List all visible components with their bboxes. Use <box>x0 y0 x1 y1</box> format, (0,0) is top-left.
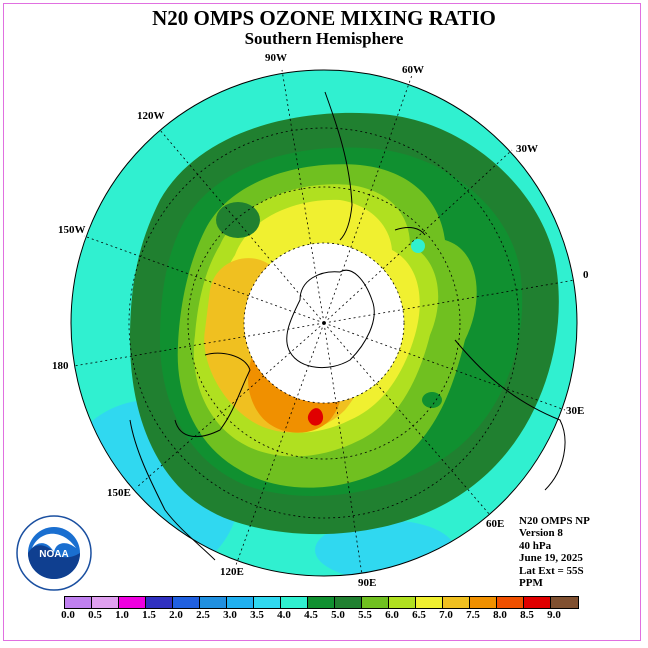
meridian-120w <box>159 129 325 324</box>
lon-label-150e: 150E <box>107 487 131 499</box>
noaa-logo: NOAA <box>16 515 92 591</box>
meridian-150e <box>135 322 325 489</box>
colorbar-tick-label: 1.0 <box>115 609 129 621</box>
colorbar-swatch <box>65 597 92 608</box>
peak-region <box>307 408 324 426</box>
colorbar-swatch <box>551 597 578 608</box>
colorbar-tick-label: 3.5 <box>250 609 264 621</box>
colorbar-swatch <box>173 597 200 608</box>
lon-label-30w: 30W <box>516 143 538 155</box>
lat-circle-40 <box>187 186 461 460</box>
map-title: N20 OMPS OZONE MIXING RATIO <box>152 6 496 30</box>
colorbar-swatch <box>119 597 146 608</box>
info-units: PPM <box>519 577 543 590</box>
meridian-60w <box>323 74 413 324</box>
lat-circle-60 <box>243 242 405 404</box>
info-date: June 19, 2025 <box>519 552 583 565</box>
logo-wave <box>28 545 80 579</box>
lon-label-120e: 120E <box>220 566 244 578</box>
graticule <box>73 69 576 576</box>
info-lat-extent: Lat Ext = 55S <box>519 564 584 577</box>
colorbar-tick-label: 8.5 <box>520 609 534 621</box>
colorbar-tick-label: 6.0 <box>385 609 399 621</box>
cyan-patch <box>411 239 425 253</box>
antarctica-coastline <box>286 269 375 369</box>
colorbar-tick-label: 4.5 <box>304 609 318 621</box>
info-version: Version 8 <box>519 527 563 540</box>
colorbar-swatch <box>470 597 497 608</box>
colorbar-tick-label: 0.5 <box>88 609 102 621</box>
colorbar-tick-label: 7.0 <box>439 609 453 621</box>
colorbar-swatch <box>416 597 443 608</box>
colorbar-swatch <box>200 597 227 608</box>
colorbar-swatch <box>335 597 362 608</box>
colorbar-tick-label: 0.0 <box>61 609 75 621</box>
colorbar-swatch <box>254 597 281 608</box>
logo-text: NOAA <box>39 549 68 560</box>
lon-label-0: 0 <box>583 269 589 281</box>
colorbar-swatch <box>227 597 254 608</box>
lon-label-180: 180 <box>52 360 69 372</box>
colorbar-swatch <box>362 597 389 608</box>
colorbar-swatch <box>497 597 524 608</box>
lon-label-90w: 90W <box>265 52 287 64</box>
colorbar-swatch <box>146 597 173 608</box>
colorbar <box>64 596 579 609</box>
map-boundary <box>70 69 578 577</box>
colorbar-swatch <box>524 597 551 608</box>
colorbar-tick-label: 5.0 <box>331 609 345 621</box>
lon-label-120w: 120W <box>137 110 165 122</box>
lat-circle-20 <box>128 127 520 519</box>
colorbar-swatch <box>389 597 416 608</box>
lon-label-60w: 60W <box>402 64 424 76</box>
africa-coast <box>454 339 566 491</box>
image-frame <box>3 3 641 641</box>
lon-label-30e: 30E <box>566 405 585 417</box>
colorbar-tick-label: 3.0 <box>223 609 237 621</box>
colorbar-swatch <box>443 597 470 608</box>
product-info: N20 OMPS NP Version 8 40 hPa June 19, 20… <box>519 515 590 589</box>
logo-bird <box>32 533 76 552</box>
lon-label-150w: 150W <box>58 224 86 236</box>
south-pole-marker <box>322 321 326 325</box>
colorbar-tick-label: 2.0 <box>169 609 183 621</box>
colorbar-tick-label: 2.5 <box>196 609 210 621</box>
map-subtitle: Southern Hemisphere <box>244 29 404 48</box>
peninsula-coast <box>394 227 426 236</box>
south-america-coast <box>324 91 353 241</box>
info-product: N20 OMPS NP <box>519 515 590 527</box>
dark-green-patch <box>216 202 260 238</box>
new-zealand-coast <box>129 419 216 561</box>
colorbar-tick-label: 6.5 <box>412 609 426 621</box>
colorbar-tick-label: 9.0 <box>547 609 561 621</box>
colorbar-tick-label: 8.0 <box>493 609 507 621</box>
colorbar-tick-label: 7.5 <box>466 609 480 621</box>
meridian-180 <box>73 322 325 367</box>
colorbar-swatch <box>281 597 308 608</box>
colorbar-tick-label: 1.5 <box>142 609 156 621</box>
colorbar-swatch <box>308 597 335 608</box>
green-patch <box>422 392 442 408</box>
colorbar-tick-label: 4.0 <box>277 609 291 621</box>
meridian-60e <box>323 322 491 516</box>
lon-label-90e: 90E <box>358 577 377 589</box>
colorbar-tick-label: 5.5 <box>358 609 372 621</box>
info-level: 40 hPa <box>519 539 552 552</box>
lon-label-60e: 60E <box>486 518 505 530</box>
colorbar-swatch <box>92 597 119 608</box>
